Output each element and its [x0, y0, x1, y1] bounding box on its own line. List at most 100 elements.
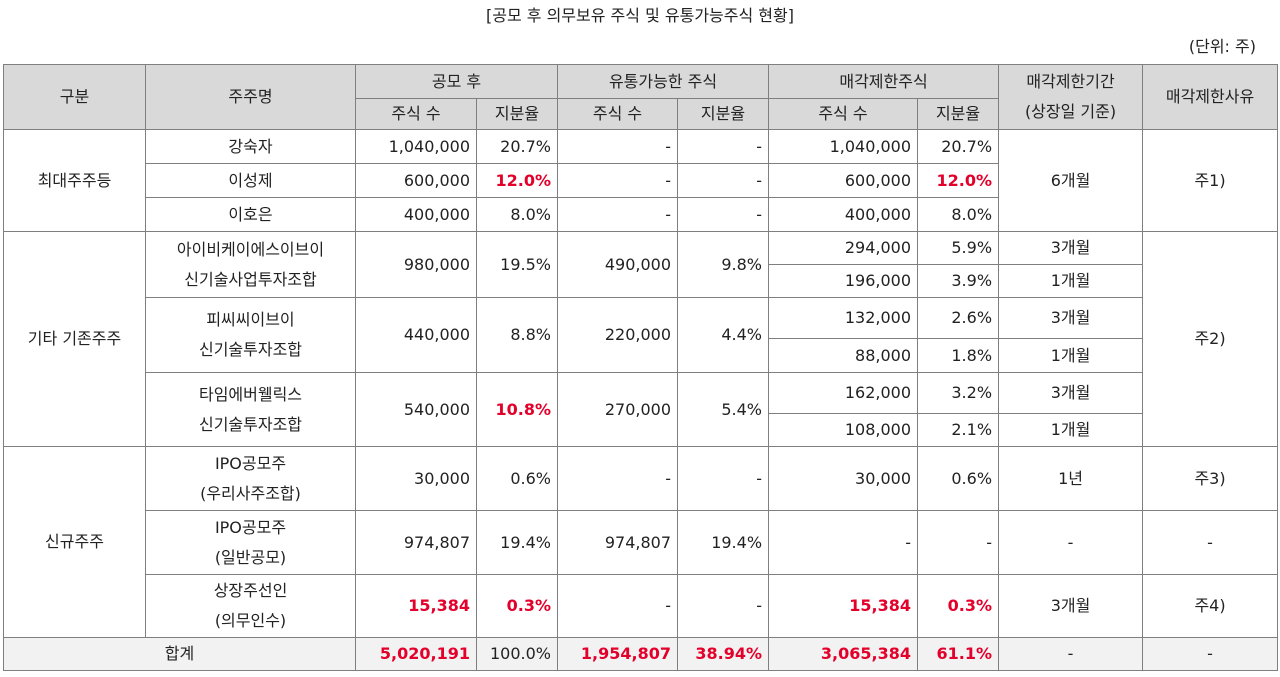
- holder-name: 피씨씨이브이 신기술투자조합: [145, 297, 356, 373]
- total-period: -: [998, 637, 1144, 671]
- cell-tradable-ratio: 19.4%: [676, 510, 770, 575]
- header-ratio: 지분율: [476, 98, 558, 130]
- cell-ratio: 10.8%: [476, 372, 558, 447]
- cell-shares: 540,000: [355, 372, 477, 447]
- total-reason: -: [1142, 637, 1279, 671]
- unit-label: (단위: 주): [1188, 37, 1256, 56]
- cell-tradable-shares: 220,000: [557, 297, 678, 373]
- cell-restricted-ratio: 5.9%: [917, 231, 1000, 265]
- cell-restricted-shares: 1,040,000: [768, 129, 919, 164]
- cell-period: 3개월: [998, 372, 1144, 414]
- cell-restricted-ratio: 2.6%: [917, 297, 1000, 339]
- header-ratio: 지분율: [676, 98, 770, 130]
- holder-name: IPO공모주 (일반공모): [145, 510, 356, 575]
- header-tradable: 유통가능한 주식: [556, 64, 770, 99]
- header-category: 구분: [3, 64, 146, 130]
- cell-restricted-shares: 294,000: [768, 231, 919, 265]
- total-tradable-ratio: 38.94%: [676, 637, 770, 671]
- cell-reason: 주4): [1142, 574, 1279, 638]
- cell-tradable-ratio: -: [676, 129, 770, 164]
- cell-restricted-ratio: 0.3%: [917, 574, 1000, 638]
- group-new: 신규주주: [3, 446, 146, 638]
- holder-name: 강숙자: [145, 129, 356, 164]
- shareholding-table: 구분 주주명 공모 후 유통가능한 주식 매각제한주식 매각제한기간 (상장일 …: [3, 64, 1279, 671]
- cell-tradable-shares: -: [557, 574, 678, 638]
- cell-ratio: 20.7%: [476, 129, 558, 164]
- table-row: 이호은 400,000 8.0% - - 400,000 8.0%: [4, 197, 1278, 232]
- cell-tradable-ratio: 9.8%: [676, 231, 770, 298]
- cell-restricted-shares: 162,000: [768, 372, 919, 414]
- total-ratio: 100.0%: [476, 637, 558, 671]
- cell-ratio: 8.0%: [476, 197, 558, 232]
- table-row: 196,000 3.9% 1개월: [4, 264, 1278, 298]
- cell-reason: -: [1142, 510, 1279, 575]
- cell-restricted-shares: 132,000: [768, 297, 919, 339]
- table-row: 상장주선인 (의무인수) 15,384 0.3% - - 15,384 0.3%…: [4, 574, 1279, 638]
- holder-name: 타임에버웰릭스 신기술투자조합: [145, 372, 356, 447]
- cell-restricted-shares: 30,000: [768, 446, 919, 511]
- cell-restricted-ratio: 0.6%: [917, 446, 1000, 511]
- cell-tradable-shares: -: [557, 446, 678, 511]
- holder-name: 이호은: [145, 197, 356, 232]
- table-row: 88,000 1.8% 1개월: [4, 338, 1278, 373]
- cell-shares: 600,000: [355, 163, 477, 198]
- cell-restricted-shares: 400,000: [768, 197, 919, 232]
- cell-period: 3개월: [998, 231, 1144, 265]
- cell-shares: 974,807: [355, 510, 477, 575]
- total-shares: 5,020,191: [355, 637, 477, 671]
- cell-restricted-ratio: 8.0%: [917, 197, 1000, 232]
- holder-name-line2: 신기술투자조합: [198, 340, 303, 359]
- header-period: 매각제한기간 (상장일 기준): [998, 64, 1144, 130]
- cell-restricted-shares: 108,000: [768, 413, 919, 447]
- header-period-line1: 매각제한기간: [1026, 72, 1115, 91]
- cell-shares: 980,000: [355, 231, 477, 298]
- cell-restricted-shares: 88,000: [768, 338, 919, 373]
- cell-shares: 440,000: [355, 297, 477, 373]
- cell-tradable-shares: 490,000: [557, 231, 678, 298]
- cell-tradable-shares: -: [557, 163, 678, 198]
- cell-period: 3개월: [998, 297, 1144, 339]
- cell-restricted-shares: 600,000: [768, 163, 919, 198]
- cell-restricted-ratio: -: [917, 510, 1000, 575]
- cell-tradable-ratio: -: [676, 197, 770, 232]
- holder-name-line1: 아이비케이에스이브이: [176, 239, 325, 259]
- cell-period: 1개월: [998, 413, 1144, 447]
- holder-name-line1: 피씨씨이브이: [206, 310, 295, 329]
- cell-shares: 1,040,000: [355, 129, 477, 164]
- table-row: 피씨씨이브이 신기술투자조합 440,000 8.8% 220,000 4.4%…: [4, 297, 1278, 373]
- total-restricted-ratio: 61.1%: [917, 637, 1000, 671]
- cell-period: 1개월: [998, 264, 1144, 298]
- cell-ratio: 12.0%: [476, 163, 558, 198]
- header-after-ipo: 공모 후: [355, 64, 558, 99]
- header-shares: 주식 수: [355, 98, 477, 130]
- group-largest: 최대주주등: [3, 129, 146, 232]
- holder-name-line2: (의무인수): [214, 611, 287, 630]
- cell-restricted-ratio: 1.8%: [917, 338, 1000, 373]
- cell-period: -: [998, 510, 1144, 575]
- cell-restricted-ratio: 3.9%: [917, 264, 1000, 298]
- total-label: 합계: [3, 637, 356, 671]
- header-shares: 주식 수: [768, 98, 919, 130]
- table-row-total: 합계 5,020,191 100.0% 1,954,807 38.94% 3,0…: [3, 637, 1279, 671]
- header-holder: 주주명: [145, 64, 356, 130]
- table-row: 최대주주등 강숙자 1,040,000 20.7% - - 1,040,000 …: [3, 129, 1279, 232]
- cell-restricted-ratio: 20.7%: [917, 129, 1000, 164]
- cell-ratio: 19.4%: [476, 510, 558, 575]
- cell-ratio: 0.6%: [476, 446, 558, 511]
- cell-tradable-ratio: 4.4%: [676, 297, 770, 373]
- table-row: 신규주주 IPO공모주 (우리사주조합) 30,000 0.6% - - 30,…: [3, 446, 1279, 638]
- total-tradable-shares: 1,954,807: [557, 637, 678, 671]
- cell-restricted-shares: -: [768, 510, 919, 575]
- holder-name-line2: 신기술투자조합: [198, 414, 303, 434]
- cell-reason: 주2): [1142, 231, 1279, 447]
- cell-tradable-shares: -: [557, 129, 678, 164]
- cell-restricted-shares: 15,384: [768, 574, 919, 638]
- holder-name: 아이비케이에스이브이 신기술사업투자조합: [145, 231, 356, 298]
- cell-period: 1년: [998, 446, 1144, 511]
- cell-reason: 주1): [1142, 129, 1279, 232]
- header-reason: 매각제한사유: [1142, 64, 1279, 130]
- holder-name-line1: 상장주선인: [213, 581, 288, 600]
- holder-name-line1: IPO공모주: [214, 453, 287, 473]
- cell-period: 3개월: [998, 574, 1144, 638]
- cell-shares: 30,000: [355, 446, 477, 511]
